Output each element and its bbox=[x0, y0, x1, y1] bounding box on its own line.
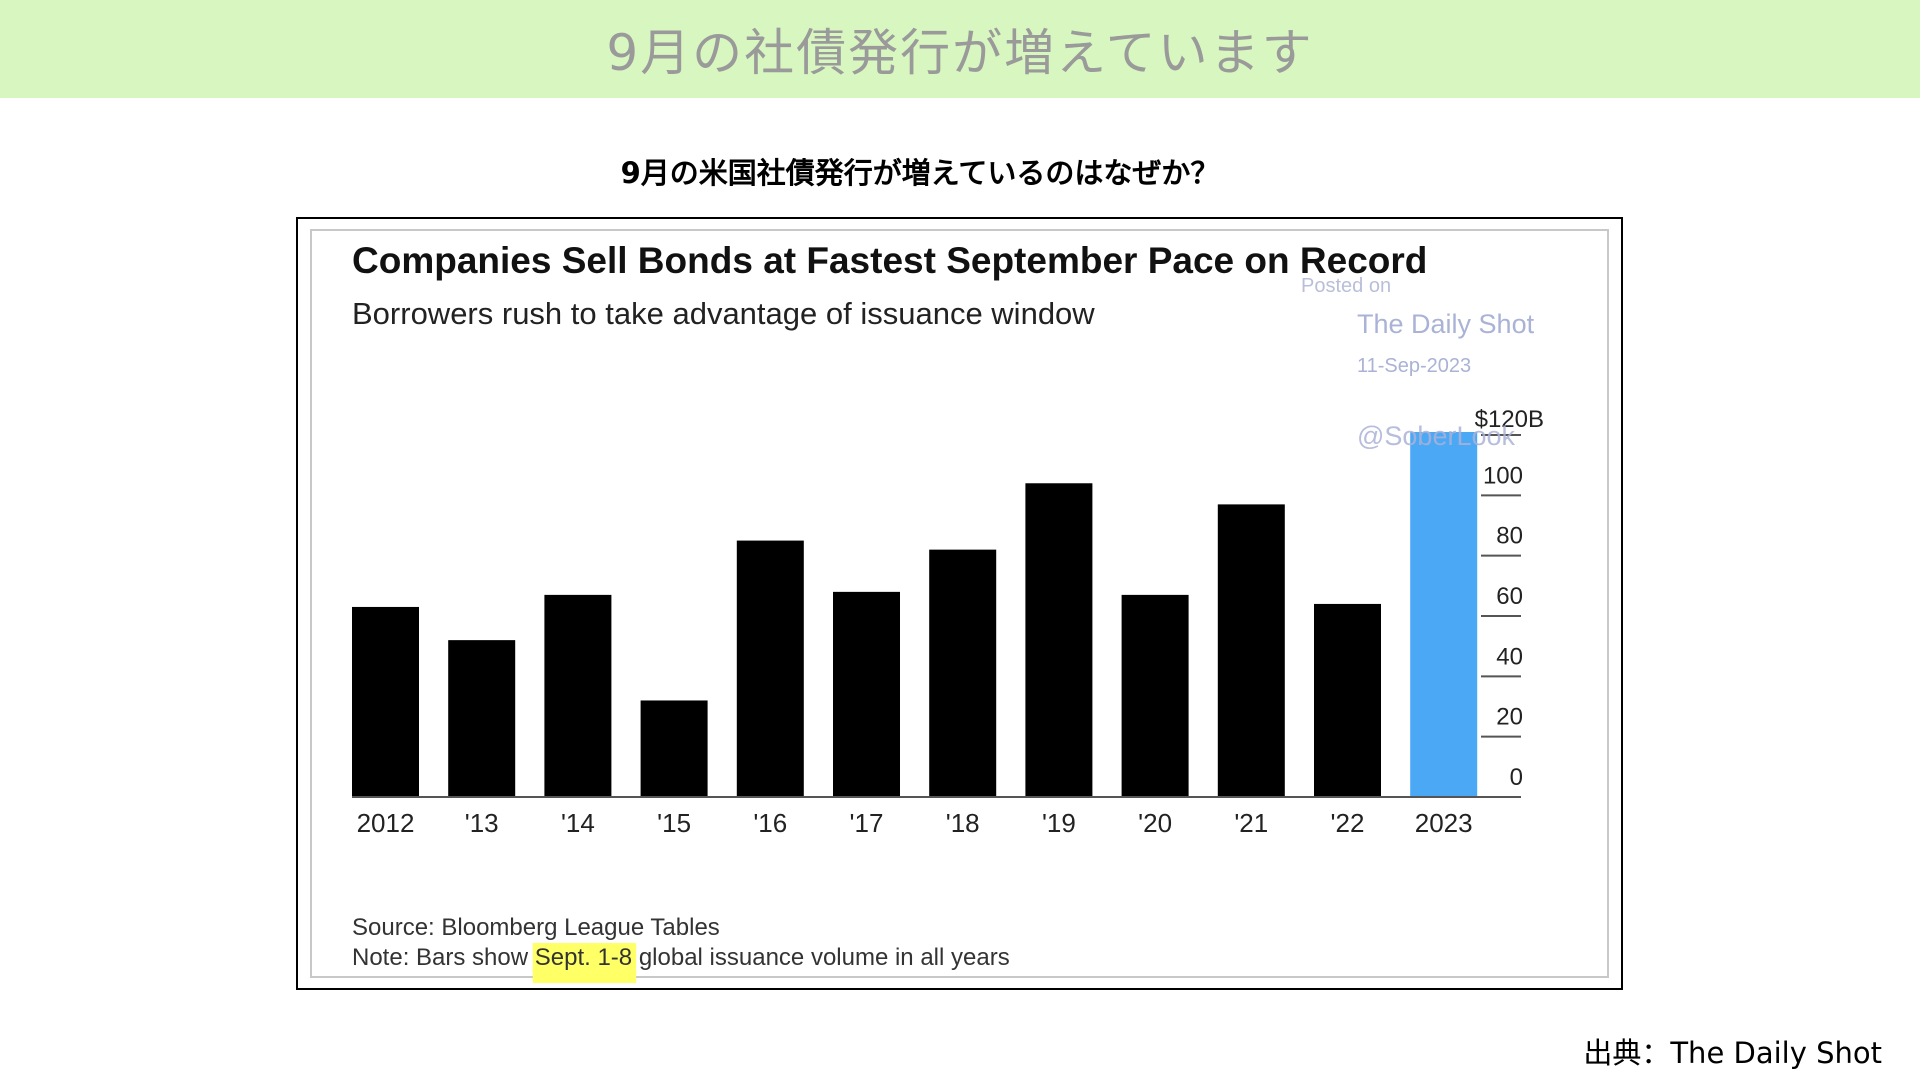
notes: Source: Bloomberg League Tables Note: Ba… bbox=[352, 914, 1010, 983]
y-tick-label: 40 bbox=[1496, 643, 1523, 670]
x-tick-label: '21 bbox=[1234, 808, 1268, 838]
question-heading: 9月の米国社債発行が増えているのはなぜか？ bbox=[620, 156, 1220, 190]
y-tick-label: 100 bbox=[1483, 462, 1523, 489]
x-tick-label: '19 bbox=[1042, 808, 1076, 838]
x-tick-label: '22 bbox=[1331, 808, 1365, 838]
bar-'14 bbox=[544, 594, 612, 797]
x-tick-label: '15 bbox=[657, 808, 691, 838]
chart-title: Companies Sell Bonds at Fastest Septembe… bbox=[352, 240, 1427, 281]
bar-'16 bbox=[736, 540, 804, 797]
chart-frame: Companies Sell Bonds at Fastest Septembe… bbox=[296, 217, 1623, 990]
y-tick-label: 0 bbox=[1510, 764, 1523, 791]
y-tick-label: 60 bbox=[1496, 583, 1523, 610]
bar-'18 bbox=[929, 549, 997, 797]
y-tick-label: $120B bbox=[1475, 406, 1544, 433]
x-tick-label: '20 bbox=[1138, 808, 1172, 838]
x-tick-label: '14 bbox=[561, 808, 595, 838]
bar-2012 bbox=[352, 606, 419, 797]
bar-'21 bbox=[1217, 504, 1285, 797]
note-highlight-box bbox=[532, 943, 637, 983]
note-prefix: Note: Bars show bbox=[352, 944, 535, 971]
note-highlight-text: Sept. 1-8 bbox=[535, 944, 632, 971]
page-title: 9月の社債発行が増えています bbox=[606, 24, 1314, 82]
watermark-handle: @SoberLook bbox=[1357, 421, 1516, 451]
x-tick-label: 2023 bbox=[1415, 808, 1473, 838]
note-line: Note: Bars show Sept. 1-8 global issuanc… bbox=[352, 944, 1010, 971]
bar-chart: Companies Sell Bonds at Fastest Septembe… bbox=[352, 240, 1544, 983]
y-tick-label: 20 bbox=[1496, 704, 1523, 731]
header-banner: 9月の社債発行が増えています bbox=[0, 0, 1920, 98]
x-tick-label: '17 bbox=[850, 808, 884, 838]
watermark-site: The Daily Shot bbox=[1357, 309, 1535, 339]
chart-inner-border bbox=[310, 229, 1609, 978]
x-tick-label: '16 bbox=[753, 808, 787, 838]
bars-layer: 2012 '13 '14 '15 '16 '17 '18 '19 '20 '21 '22 2023 0 2… bbox=[352, 406, 1544, 838]
bar-2023 bbox=[1410, 431, 1478, 797]
bar-'15 bbox=[640, 700, 708, 797]
bar-'17 bbox=[833, 591, 900, 797]
y-tick-label: 80 bbox=[1496, 523, 1523, 550]
chart-subtitle: Borrowers rush to take advantage of issu… bbox=[352, 296, 1095, 331]
x-tick-label: '13 bbox=[465, 808, 499, 838]
note-suffix: global issuance volume in all years bbox=[632, 944, 1010, 971]
watermark-posted: Posted on bbox=[1301, 275, 1391, 297]
bar-'22 bbox=[1314, 603, 1381, 797]
bar-'19 bbox=[1025, 483, 1093, 797]
bar-'20 bbox=[1121, 594, 1189, 797]
x-tick-label: 2012 bbox=[357, 808, 415, 838]
source-credit: 出典：The Daily Shot bbox=[1583, 1036, 1882, 1070]
watermark-date: 11-Sep-2023 bbox=[1357, 355, 1471, 377]
bar-'13 bbox=[448, 640, 516, 797]
x-tick-label: '18 bbox=[946, 808, 980, 838]
source-note: Source: Bloomberg League Tables bbox=[352, 914, 720, 941]
